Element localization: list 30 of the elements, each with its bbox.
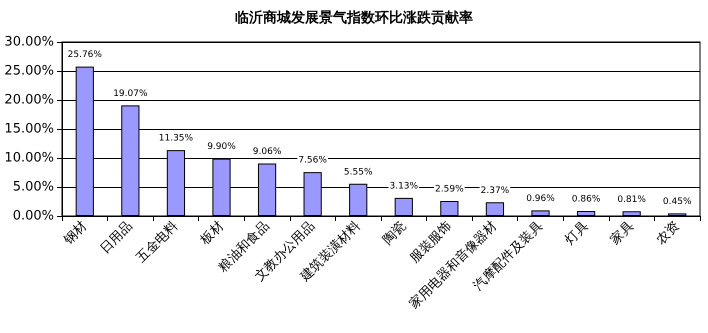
data-label: 11.35% xyxy=(158,134,194,144)
y-tick-label: 20.00% xyxy=(4,92,54,108)
data-label: 5.55% xyxy=(344,167,373,178)
x-tick-label: 家具 xyxy=(607,218,637,248)
data-label: 2.59% xyxy=(435,184,464,194)
y-tick-label: 15.00% xyxy=(4,122,54,136)
data-label: 7.56% xyxy=(298,156,328,166)
x-tick-label: 板材 xyxy=(197,218,227,248)
x-tick-label: 灯具 xyxy=(562,218,592,248)
data-label: 9.06% xyxy=(252,146,282,157)
data-label: 3.13% xyxy=(389,181,419,192)
y-tick-label: 0.00% xyxy=(12,208,54,224)
data-label: 0.45% xyxy=(662,196,692,207)
y-tick-label: 10.00% xyxy=(4,150,54,166)
y-tick-label: 25.00% xyxy=(4,64,54,78)
data-label: 0.86% xyxy=(572,194,601,205)
data-label: 9.90% xyxy=(207,142,236,152)
chart-title: 临沂商城发展景气指数环比涨跌贡献率 xyxy=(235,9,473,26)
data-label: 19.07% xyxy=(113,88,148,99)
y-tick-label: 5.00% xyxy=(12,180,54,194)
x-tick-label: 陶瓷 xyxy=(380,218,410,248)
x-tick-label: 日用品 xyxy=(97,218,136,257)
x-tick-label: 农资 xyxy=(654,218,683,248)
data-label: 0.81% xyxy=(617,194,646,205)
data-label: 25.76% xyxy=(68,50,102,60)
x-tick-label: 五金电料 xyxy=(134,218,182,266)
data-label: 2.37% xyxy=(480,186,510,196)
x-tick-label: 钢材 xyxy=(60,218,90,248)
data-label: 0.96% xyxy=(526,194,556,204)
y-tick-label: 30.00% xyxy=(4,34,54,50)
